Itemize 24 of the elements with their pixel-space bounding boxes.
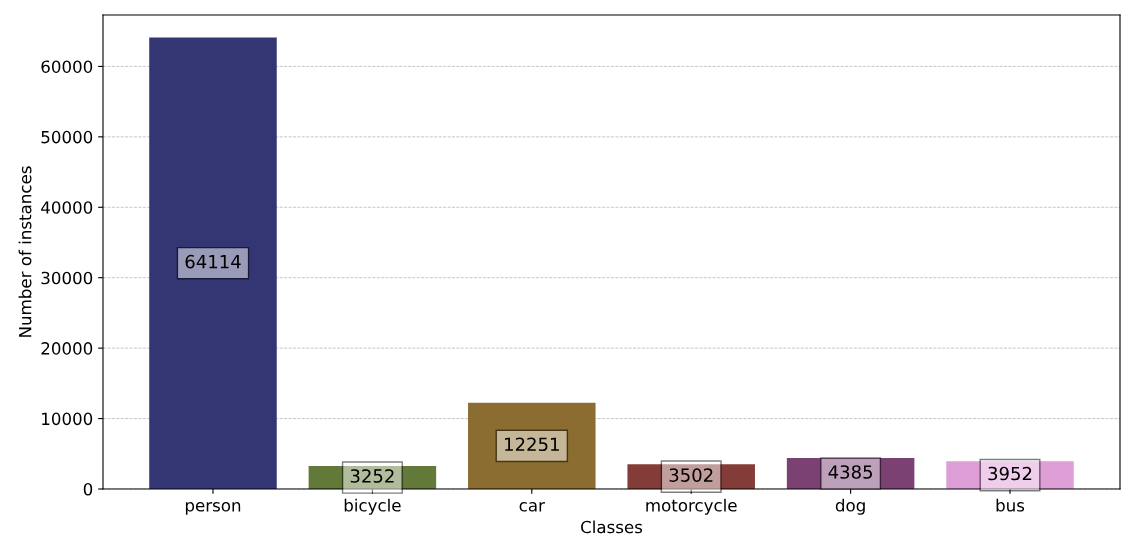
data-label: 3952 <box>988 466 1032 481</box>
x-axis-title: Classes <box>581 520 643 534</box>
bar <box>468 402 596 489</box>
data-label: 3252 <box>350 469 394 483</box>
x-tick-label: bus <box>996 498 1025 512</box>
x-tick-label: motorcycle <box>646 498 737 515</box>
y-tick-label: 30000 <box>41 271 93 285</box>
y-tick-label: 0 <box>83 482 93 496</box>
y-tick-label: 60000 <box>41 60 93 73</box>
data-label: 4385 <box>828 465 872 479</box>
data-label: 12251 <box>505 437 559 452</box>
x-tick-label: bicycle <box>344 498 401 515</box>
data-label: 64114 <box>185 254 241 269</box>
y-tick-label: 40000 <box>41 201 93 214</box>
bar <box>786 458 915 489</box>
y-tick-label: 20000 <box>41 342 93 355</box>
x-tick-label: dog <box>835 498 865 515</box>
y-tick-label: 10000 <box>42 412 93 426</box>
data-label: 3502 <box>669 468 713 482</box>
y-axis-title: Number of instances <box>18 166 32 337</box>
y-tick-label: 50000 <box>41 130 93 144</box>
x-tick-label: person <box>185 502 241 515</box>
x-tick-label: car <box>519 502 545 512</box>
bar <box>149 37 277 489</box>
